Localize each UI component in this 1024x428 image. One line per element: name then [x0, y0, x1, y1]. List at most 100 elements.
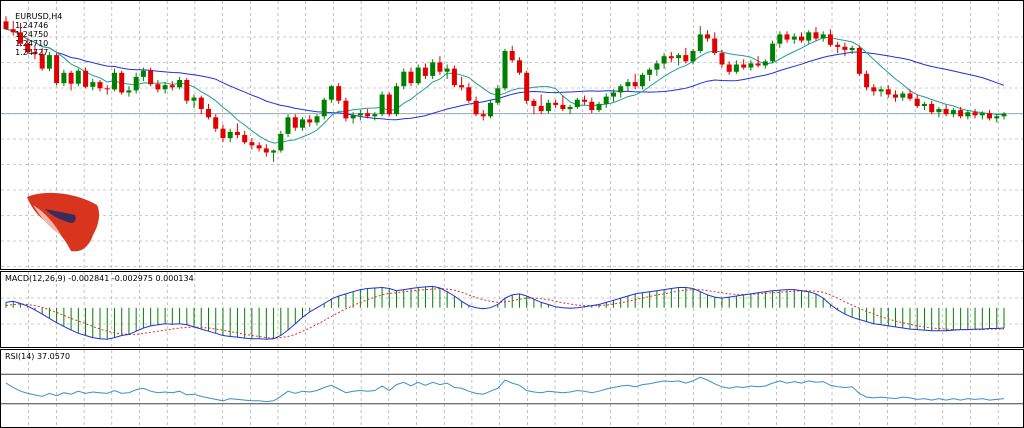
- candle-body: [401, 71, 407, 87]
- candle-body: [690, 51, 696, 62]
- candle-body: [965, 112, 971, 117]
- candle-body: [806, 32, 812, 41]
- candle-body: [112, 72, 117, 90]
- macd-pane[interactable]: MACD(12,26,9) -0.002841 -0.002975 0.0001…: [0, 271, 1024, 348]
- candle-body: [936, 109, 942, 113]
- candle-body: [119, 72, 125, 93]
- candle-body: [849, 47, 855, 50]
- price-chart-pane[interactable]: EURUSD,H4 1.24746 1.24750 1.24710 1.2472…: [0, 0, 1024, 270]
- candle-body: [596, 103, 602, 111]
- candle-body: [213, 117, 219, 129]
- macd-svg: [1, 272, 1023, 347]
- candle-body: [191, 97, 197, 101]
- candle-body: [437, 62, 443, 72]
- candle-body: [878, 89, 884, 92]
- candle-body: [560, 104, 566, 109]
- candle-body: [285, 117, 291, 134]
- quote-open: 1.24746: [15, 21, 49, 30]
- candle-body: [473, 100, 479, 115]
- rsi-svg: [1, 350, 1023, 427]
- candle-body: [611, 92, 616, 97]
- candle-body: [488, 102, 493, 117]
- candle-body: [379, 94, 385, 115]
- candle-body: [545, 102, 551, 112]
- macd-main-line: [5, 285, 1005, 340]
- candle-body: [408, 71, 414, 84]
- candle-body: [242, 135, 248, 143]
- candle-body: [300, 119, 305, 128]
- rsi-label: RSI(14) 37.0570: [5, 352, 71, 361]
- candle-body: [820, 34, 826, 39]
- candle-body: [126, 90, 132, 93]
- candle-body: [972, 112, 978, 116]
- candle-body: [133, 76, 139, 91]
- candle-body: [206, 109, 211, 118]
- candle-body: [943, 109, 949, 115]
- quote-high: 1.24750: [15, 30, 49, 39]
- candle-body: [430, 62, 436, 76]
- candle-body: [83, 70, 89, 87]
- candle-body: [582, 99, 588, 102]
- candle-body: [856, 47, 862, 74]
- candle-body: [791, 36, 797, 40]
- macd-signal-line: [5, 287, 1004, 339]
- candle-body: [61, 72, 67, 84]
- candle-body: [864, 73, 870, 88]
- candle-body: [25, 43, 31, 52]
- candle-body: [914, 98, 920, 106]
- candle-body: [639, 74, 645, 87]
- candle-body: [350, 115, 356, 119]
- candle-body: [842, 46, 848, 50]
- candle-body: [32, 52, 38, 55]
- candle-body: [140, 70, 146, 77]
- candle-body: [466, 87, 472, 101]
- candle-body: [893, 94, 898, 98]
- candle-body: [683, 55, 689, 62]
- candle-body: [227, 131, 233, 139]
- candle-body: [668, 56, 674, 59]
- candle-body: [719, 53, 725, 65]
- candle-body: [676, 55, 682, 59]
- candle-body: [799, 36, 804, 41]
- candle-body: [263, 148, 269, 153]
- candle-body: [958, 110, 964, 117]
- candle-body: [835, 44, 841, 47]
- candle-body: [871, 87, 877, 92]
- candle-body: [987, 113, 992, 119]
- macd-label: MACD(12,26,9) -0.002841 -0.002975 0.0001…: [5, 274, 194, 283]
- candle-body: [567, 107, 573, 110]
- candle-body: [336, 86, 342, 101]
- candle-body: [292, 117, 298, 128]
- quote-close: 1.24727: [15, 48, 49, 57]
- candle-body: [18, 32, 23, 44]
- candle-body: [54, 55, 60, 84]
- candle-body: [198, 97, 204, 109]
- candle-body: [907, 93, 913, 99]
- candle-body: [517, 60, 522, 73]
- candle-body: [589, 101, 595, 111]
- candle-body: [386, 94, 392, 115]
- candle-body: [271, 150, 277, 153]
- quote-low: 1.24710: [15, 39, 49, 48]
- candle-body: [480, 114, 486, 117]
- candle-body: [784, 34, 790, 40]
- candle-body: [321, 99, 327, 117]
- price-chart-svg: [1, 1, 1023, 269]
- rsi-pane[interactable]: RSI(14) 37.0570: [0, 349, 1024, 428]
- candle-body: [553, 102, 559, 105]
- candle-body: [451, 68, 457, 86]
- candle-body: [979, 113, 985, 116]
- candle-body: [307, 119, 313, 123]
- candle-body: [155, 84, 161, 90]
- candle-body: [68, 72, 74, 84]
- candle-body: [314, 116, 320, 123]
- candle-body: [234, 131, 240, 135]
- candle-body: [647, 69, 653, 75]
- candle-body: [10, 29, 16, 33]
- candle-body: [459, 85, 465, 88]
- candle-body: [1001, 113, 1007, 117]
- candle-body: [75, 70, 81, 84]
- candle-body: [762, 61, 768, 66]
- candle-body: [509, 51, 515, 61]
- candle-body: [712, 38, 718, 53]
